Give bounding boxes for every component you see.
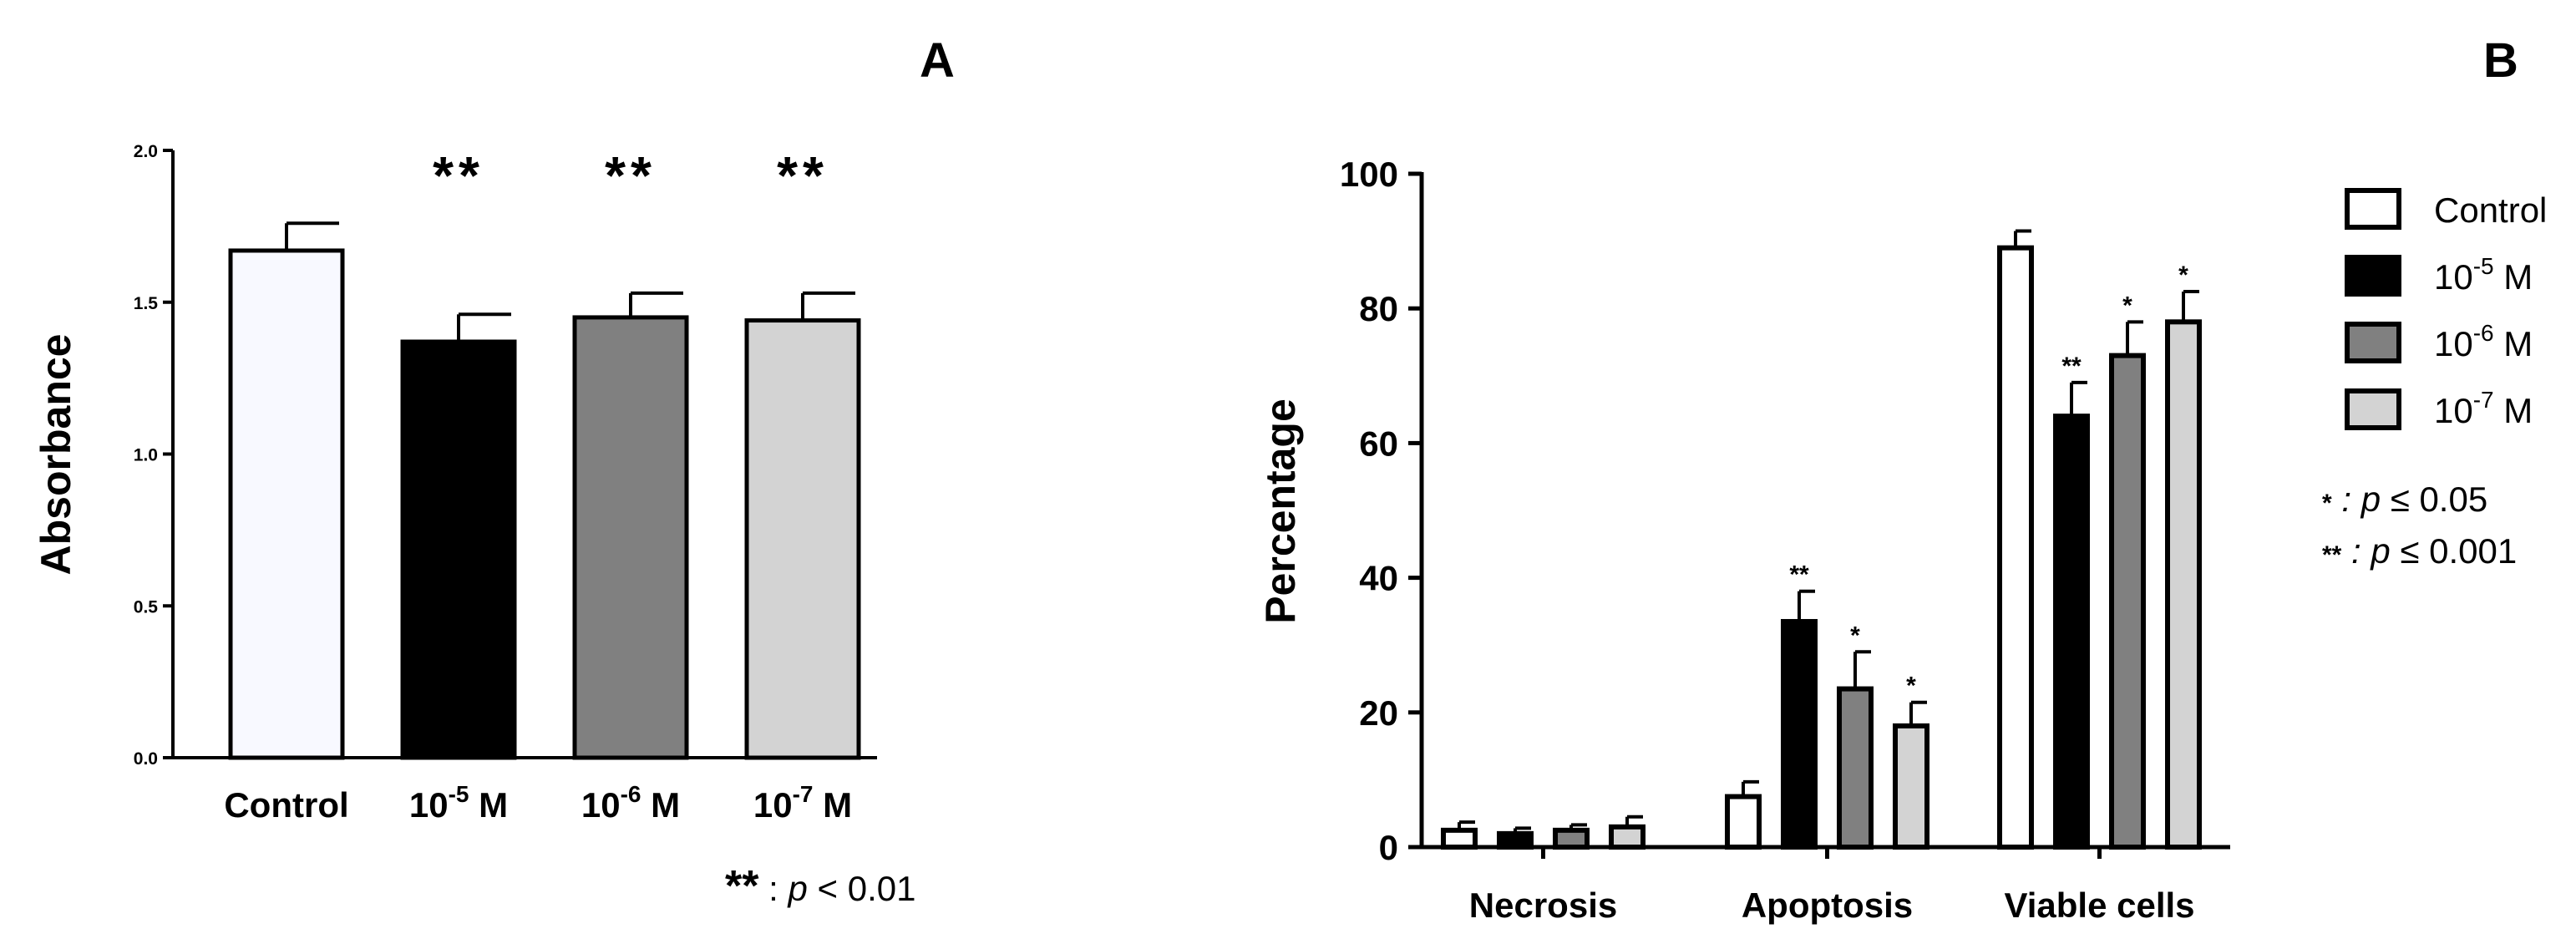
panel-a-category-label: Control [224,785,348,825]
panel-a-bar [228,248,345,760]
panel-b-y-tick-label: 0 [1379,828,1398,867]
category-base: 10 [581,785,621,825]
panel-b-label: B [2483,33,2518,88]
panel-a-y-tick-label: 1.0 [134,446,158,465]
note-threshold: ≤ 0.05 [2381,480,2487,519]
panel-b-y-tick-label: 20 [1359,693,1398,733]
panel-a-y-tick-label: 1.5 [134,294,159,313]
legend-base: 10 [2434,257,2473,297]
panel-b-category-label: Necrosis [1469,886,1617,925]
note-threshold: < 0.01 [808,869,916,908]
note-p: p [2369,531,2390,571]
category-exponent: -6 [621,781,641,807]
note-stars: * [2322,490,2332,517]
panel-a-y-tick-label: 2.0 [134,142,158,161]
note-p: p [787,869,808,908]
category-base: 10 [753,785,793,825]
panel-b-labels: Necrosis Apoptosis****Viable cells**** [1469,261,2195,925]
panel-b-y-tick-label: 100 [1340,155,1398,194]
legend-base: 10 [2434,391,2473,430]
legend-swatch [2345,322,2401,363]
panel-b-significance-stars: * [2122,292,2132,319]
legend-base: 10 [2434,324,2473,363]
panel-b-bar [1609,824,1645,850]
panel-b-bar [2165,319,2202,850]
category-base: Control [224,785,348,825]
legend-exponent: -5 [2473,253,2494,279]
legend-swatch [2345,255,2401,297]
legend-swatch [2345,388,2401,430]
panel-a-significance-note: ** : p < 0.01 [725,862,915,911]
panel-a-category-label: 10-5 M [409,781,508,825]
legend-unit: M [2494,257,2533,297]
note-stars: ** [725,862,759,911]
panel-b-significance-note: ** : p ≤ 0.001 [2322,531,2517,571]
legend-base: Control [2434,190,2547,230]
panel-b-significance-stars: * [1906,672,1916,700]
panel-a-bar [572,315,689,760]
panel-b-bar [1497,830,1534,850]
category-unit: M [813,785,852,825]
panel-b-y-axis-title: Percentage [1257,398,1304,624]
note-stars: ** [2322,541,2342,569]
panel-a-labels: Control**10-5 M**10-6 M**10-7 M** : p < … [224,145,915,911]
panel-b-bar [1837,686,1874,850]
panel-b-y-tick-label: 60 [1359,424,1398,463]
panel-b-significance-stars: ** [1789,561,1809,589]
panel-a-bars [228,221,861,760]
panel-b-bar [1725,794,1762,850]
category-base: 10 [409,785,449,825]
note-separator: : [2341,531,2371,571]
panel-b-y-tick-label: 80 [1359,289,1398,328]
note-p: p [2360,480,2381,519]
panel-b-significance-stars: * [1850,622,1860,649]
panel-b-bar [1441,827,1478,850]
panel-b-bar [1893,723,1929,850]
category-unit: M [469,785,508,825]
note-threshold: ≤ 0.001 [2391,531,2518,571]
legend-label: Control [2434,190,2547,230]
legend-exponent: -7 [2473,387,2494,413]
note-separator: : [758,869,788,908]
legend-label: 10-6 M [2434,320,2533,363]
panel-b-bar [1781,618,1818,850]
panel-a-category-label: 10-6 M [581,781,680,825]
legend-unit: M [2494,391,2533,430]
panel-a-label: A [920,33,955,88]
panel-b-bar [2053,414,2090,850]
category-unit: M [641,785,680,825]
panel-b-significance-note: * : p ≤ 0.05 [2322,480,2487,519]
legend-label: 10-7 M [2434,387,2533,430]
legend-swatch [2345,188,2401,230]
category-exponent: -5 [449,781,469,807]
panel-a-significance-stars: ** [605,145,657,206]
legend-unit: M [2494,324,2533,363]
panel-b-category-label: Apoptosis [1742,886,1913,925]
panel-a-bar [400,339,517,760]
panel-b-bar [1553,827,1590,850]
panel-b-bar [1997,245,2034,850]
panel-b-axes: 0 20 40 60 80 100 [1340,155,2230,867]
panel-b-y-tick-label: 40 [1359,559,1398,598]
panel-b-significance-stars: ** [2061,353,2082,380]
panel-a-bar [744,318,861,760]
panel-b-bars [1441,229,2202,850]
panel-a-y-tick-label: 0.0 [134,749,158,769]
panel-b-bar [2109,353,2146,850]
panel-b-category-label: Viable cells [2004,886,2194,925]
panel-a-significance-stars: ** [433,145,484,206]
panel-a-y-axis-title: Absorbance [33,334,79,576]
panel-a-category-label: 10-7 M [753,781,852,825]
panel-a-significance-stars: ** [777,145,829,206]
panel-a-y-tick-label: 0.5 [134,597,159,617]
legend-label: 10-5 M [2434,253,2533,297]
legend-exponent: -6 [2473,320,2494,346]
category-exponent: -7 [793,781,814,807]
note-separator: : [2332,480,2361,519]
panel-b-significance-stars: * [2178,261,2188,289]
